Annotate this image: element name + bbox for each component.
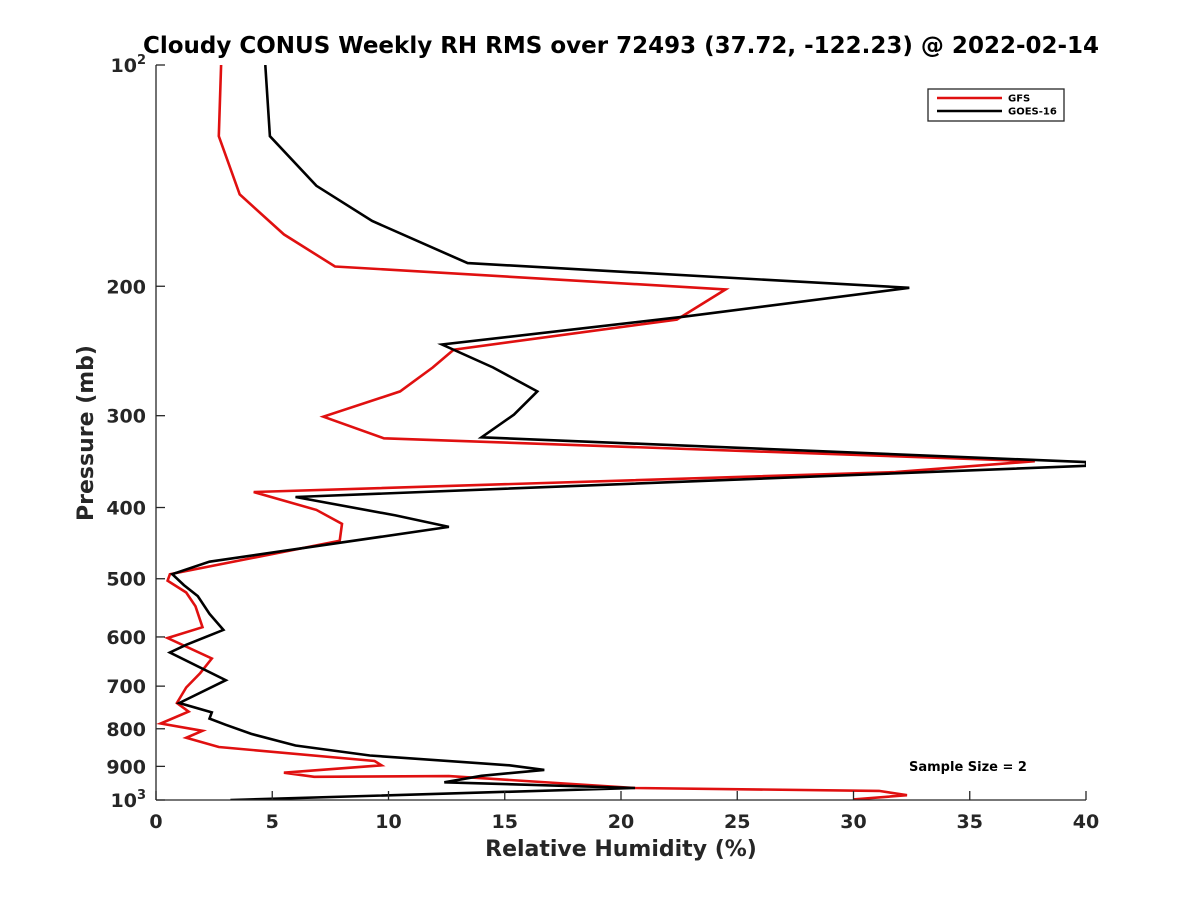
- legend-label-gfs: GFS: [1008, 94, 1030, 105]
- y-tick-label: 800: [106, 719, 146, 741]
- x-tick-label: 0: [149, 811, 162, 833]
- legend: GFS GOES-16: [927, 88, 1065, 122]
- x-axis-label: Relative Humidity (%): [485, 837, 757, 862]
- y-tick-label: 600: [106, 627, 146, 649]
- y-tick-label: 700: [106, 676, 146, 698]
- chart-title: Cloudy CONUS Weekly RH RMS over 72493 (3…: [143, 33, 1099, 59]
- x-tick-label: 20: [608, 811, 634, 833]
- y-tick-label: 200: [106, 276, 146, 298]
- plot-area: [156, 65, 1086, 800]
- x-tick-label: 5: [266, 811, 279, 833]
- legend-box: [927, 88, 1065, 122]
- y-axis-label: Pressure (mb): [74, 345, 99, 521]
- y-tick-label: 400: [106, 498, 146, 520]
- x-tick-label: 10: [375, 811, 401, 833]
- sample-size-annotation: Sample Size = 2: [909, 760, 1027, 775]
- x-tick-label: 40: [1073, 811, 1099, 833]
- legend-label-goes16: GOES-16: [1008, 107, 1057, 118]
- y-tick-label: 900: [106, 756, 146, 778]
- x-tick-label: 30: [840, 811, 866, 833]
- axes: 0 5 10 15 20 25 30 35 40102200300400500600700800…: [106, 53, 1099, 833]
- y-tick-label: 300: [106, 406, 146, 428]
- x-tick-label: 15: [492, 811, 518, 833]
- series-line-gfs: [156, 65, 1035, 800]
- y-tick-label: 500: [106, 569, 146, 591]
- series-line-goes16: [166, 65, 1086, 800]
- x-tick-label: 25: [724, 811, 750, 833]
- x-tick-label: 35: [957, 811, 983, 833]
